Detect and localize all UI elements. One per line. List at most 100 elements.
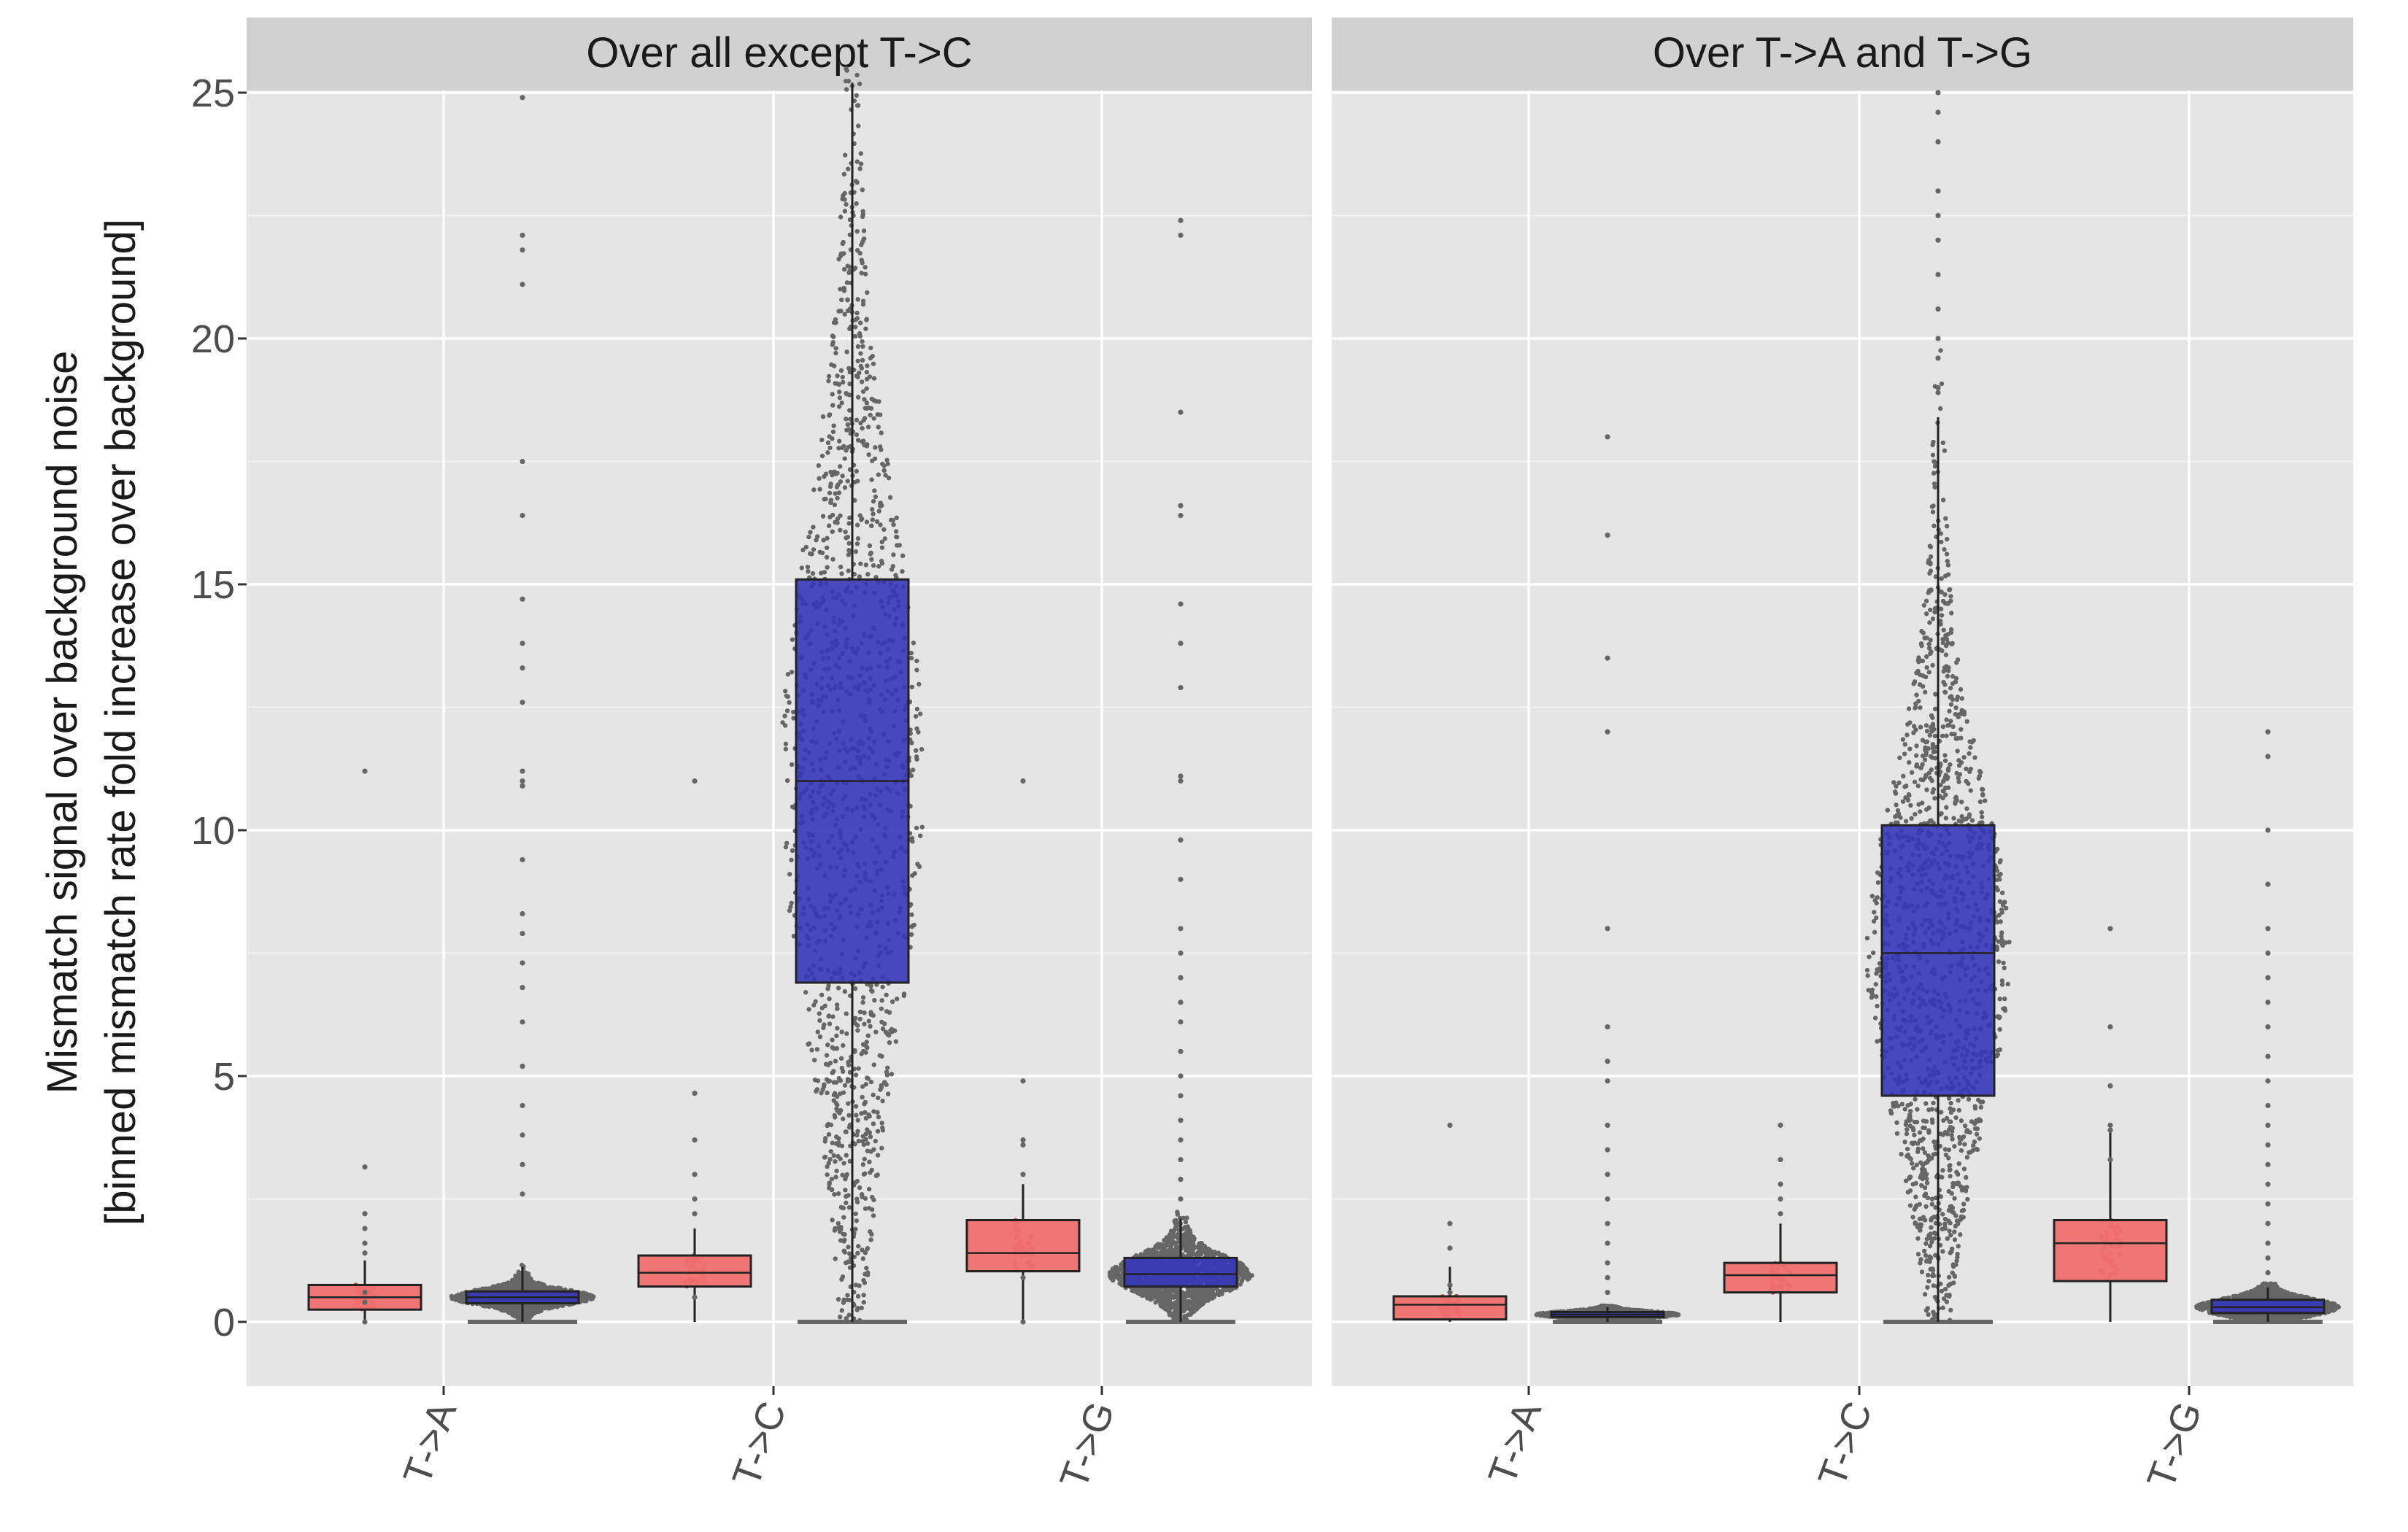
jitter-point — [1181, 1302, 1186, 1308]
outlier-point — [1178, 1176, 1184, 1183]
jitter-point — [852, 1142, 857, 1147]
panel-1-title: Over all except T->C — [586, 29, 972, 77]
jitter-point — [866, 1186, 872, 1192]
jitter-point — [878, 1087, 883, 1092]
jitter-point — [864, 1075, 870, 1080]
jitter-point — [856, 1066, 861, 1071]
jitter-point — [863, 1206, 868, 1211]
jitter-point — [868, 345, 873, 351]
jitter-point — [790, 848, 795, 854]
jitter-point — [839, 401, 844, 406]
jitter-point — [825, 535, 830, 541]
outlier-point — [1020, 778, 1026, 784]
jitter-point — [835, 517, 841, 522]
jitter-point — [836, 404, 842, 409]
jitter-point — [828, 469, 833, 475]
jitter-point — [1155, 1242, 1161, 1247]
outlier-point — [1020, 1319, 1026, 1325]
jitter-point — [846, 541, 852, 546]
jitter-point — [843, 1176, 848, 1182]
jitter-point — [1195, 1300, 1200, 1306]
jitter-point — [871, 1213, 876, 1218]
outlier-point — [1178, 1093, 1184, 1099]
jitter-point — [1165, 1296, 1170, 1301]
jitter-point — [876, 508, 881, 514]
jitter-point — [891, 522, 896, 527]
jitter-point — [879, 1006, 884, 1011]
outlier-point — [362, 1164, 368, 1170]
jitter-point — [877, 1053, 882, 1058]
jitter-point — [844, 1200, 849, 1206]
x-tick-label-t-c: T->C — [724, 1396, 795, 1493]
jitter-point — [825, 450, 830, 455]
jitter-point — [831, 334, 836, 340]
jitter-point — [862, 1280, 868, 1285]
jitter-point — [495, 1286, 500, 1291]
jitter-point — [863, 1137, 868, 1142]
outlier-point — [520, 930, 525, 937]
jitter-point — [522, 1284, 528, 1289]
jitter-point — [838, 1314, 843, 1320]
jitter-point — [822, 1022, 827, 1027]
jitter-point — [887, 1010, 892, 1015]
jitter-point — [819, 1005, 825, 1010]
outlier-point — [1020, 1172, 1026, 1177]
jitter-point — [844, 428, 849, 433]
jitter-point — [838, 1204, 844, 1210]
outlier-point — [362, 768, 368, 774]
jitter-point — [1186, 1286, 1192, 1292]
jitter-point — [1109, 1274, 1114, 1280]
jitter-point — [875, 1110, 880, 1115]
jitter-point — [843, 1188, 848, 1193]
jitter-point — [1197, 1286, 1203, 1291]
jitter-point — [834, 1168, 839, 1174]
jitter-point — [1205, 1246, 1211, 1251]
jitter-point — [822, 1139, 827, 1144]
jitter-point — [884, 992, 889, 997]
jitter-point — [859, 516, 865, 522]
jitter-point — [800, 547, 806, 553]
jitter-point — [1168, 1293, 1173, 1298]
jitter-point — [1139, 1288, 1145, 1293]
jitter-point — [868, 412, 873, 418]
outlier-point — [692, 1172, 698, 1177]
jitter-point — [859, 258, 864, 263]
jitter-point — [860, 1134, 865, 1139]
jitter-point — [852, 1021, 858, 1026]
jitter-point — [830, 529, 835, 534]
outlier-point — [520, 960, 525, 966]
jitter-point — [879, 430, 884, 436]
jitter-point — [855, 1250, 860, 1256]
jitter-point — [868, 550, 873, 556]
jitter-point — [860, 187, 865, 193]
jitter-point — [911, 641, 916, 646]
jitter-point — [871, 1121, 876, 1126]
panel-1-x-axis: T->A T->C T->G — [395, 1386, 1123, 1494]
jitter-point — [826, 1161, 831, 1166]
jitter-point — [822, 570, 827, 575]
jitter-point — [918, 833, 923, 838]
jitter-point — [838, 527, 843, 533]
jitter-point — [825, 1172, 830, 1177]
jitter-point — [846, 1193, 851, 1198]
jitter-point — [830, 392, 835, 397]
jitter-point — [890, 999, 895, 1005]
jitter-point — [864, 1266, 869, 1271]
jitter-point — [853, 1211, 858, 1216]
jitter-point — [863, 562, 869, 568]
box-body — [1123, 1256, 1238, 1288]
jitter-point — [854, 228, 860, 234]
outlier-point — [520, 856, 525, 863]
jitter-point — [847, 369, 852, 375]
outlier-point — [1020, 1274, 1026, 1280]
jitter-point — [914, 748, 919, 753]
jitter-point — [917, 711, 923, 716]
jitter-point — [855, 1028, 860, 1033]
jitter-point — [452, 1296, 458, 1301]
jitter-point — [840, 374, 845, 380]
jitter-point — [833, 519, 838, 525]
jitter-point — [1195, 1290, 1200, 1296]
jitter-point — [868, 1170, 873, 1175]
jitter-point — [1174, 1223, 1179, 1229]
jitter-point — [816, 463, 822, 468]
